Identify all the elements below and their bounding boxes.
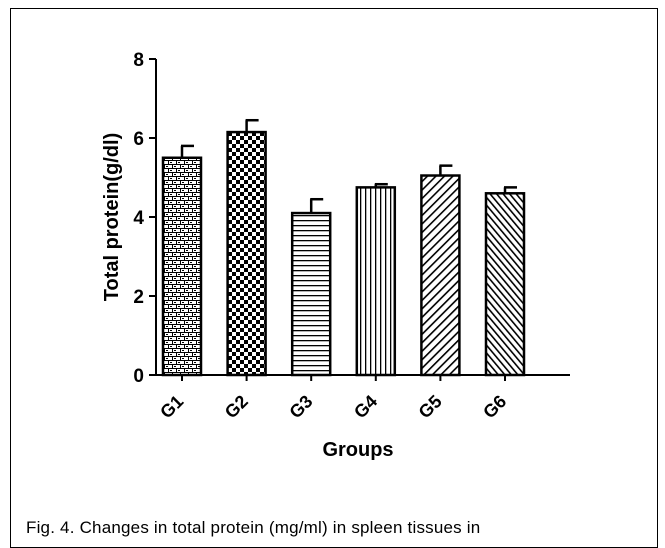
bar-g6 [484, 192, 526, 377]
x-axis-label: Groups [322, 439, 393, 461]
bar-g1 [161, 156, 203, 377]
y-tick-label: 6 [133, 129, 144, 150]
bar-g3 [290, 211, 332, 377]
y-axis-label: Total protein(g/dl) [101, 133, 123, 302]
figure-caption: Fig. 4. Changes in total protein (mg/ml)… [26, 518, 481, 537]
y-tick-label: 4 [133, 208, 144, 229]
x-tick-label: G3 [285, 391, 316, 422]
figure-frame [10, 8, 658, 548]
x-tick-label: G6 [479, 391, 510, 422]
x-tick-label: G4 [350, 391, 381, 422]
bar-g2 [226, 130, 267, 377]
y-tick-label: 2 [133, 287, 144, 308]
bar-g4 [355, 186, 397, 377]
x-tick-label: G5 [415, 391, 446, 422]
x-tick-label: G2 [221, 391, 252, 422]
y-tick-label: 8 [133, 50, 144, 71]
x-tick-label: G1 [156, 391, 187, 422]
bar-g5 [420, 174, 461, 377]
y-tick-label: 0 [133, 366, 144, 387]
